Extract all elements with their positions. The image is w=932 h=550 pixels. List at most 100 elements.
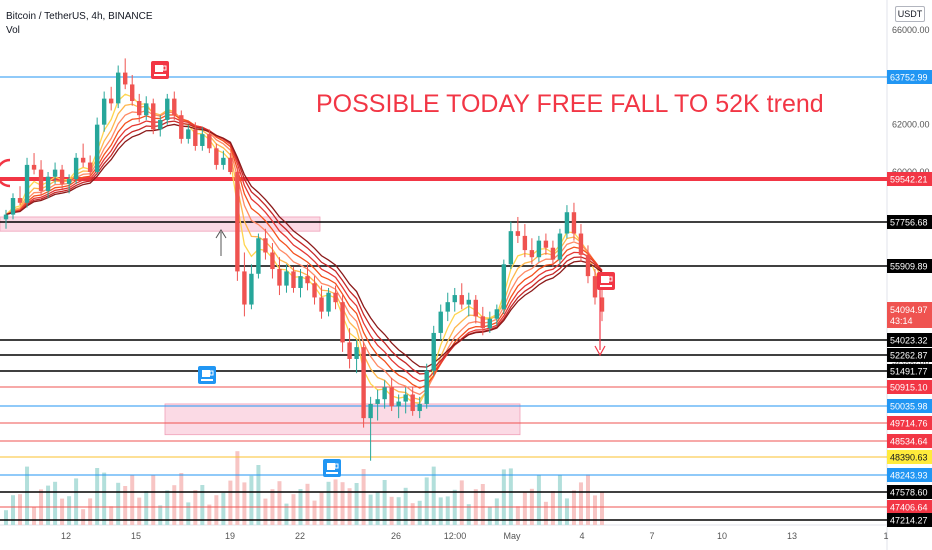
candle-body[interactable] <box>73 157 79 180</box>
candle-body[interactable] <box>592 276 598 298</box>
candle-body[interactable] <box>459 295 464 305</box>
candle-body[interactable] <box>66 179 72 184</box>
level-price-tag <box>887 348 932 362</box>
candle-body[interactable] <box>115 72 121 104</box>
candle-body[interactable] <box>585 254 591 277</box>
candle-body[interactable] <box>263 238 268 253</box>
candle-body[interactable] <box>249 273 254 305</box>
candle-body[interactable] <box>326 292 331 312</box>
candle-body[interactable] <box>522 235 528 251</box>
candle-body[interactable] <box>473 299 478 317</box>
candle-body[interactable] <box>108 98 114 104</box>
level-price-label: 47578.60 <box>890 488 928 498</box>
candle-body[interactable] <box>165 98 170 120</box>
candle-body[interactable] <box>221 157 226 165</box>
candle-body[interactable] <box>536 240 542 258</box>
level-price-tag <box>887 450 932 464</box>
candle-body[interactable] <box>101 98 107 125</box>
volume-bar <box>487 506 492 525</box>
candle-body[interactable] <box>438 311 443 333</box>
currency-badge[interactable]: USDT <box>895 6 925 22</box>
candle-body[interactable] <box>529 250 535 258</box>
level-price-label: 59542.21 <box>890 175 928 185</box>
candle-body[interactable] <box>312 283 317 298</box>
candle-body[interactable] <box>52 169 58 177</box>
candle-body[interactable] <box>291 271 296 288</box>
candle-body[interactable] <box>31 164 37 170</box>
candle-body[interactable] <box>284 271 289 286</box>
candle-body[interactable] <box>466 299 471 305</box>
candle-body[interactable] <box>396 401 401 407</box>
volume-bar <box>284 503 289 525</box>
candle-body[interactable] <box>340 302 345 343</box>
candle-body[interactable] <box>277 269 282 286</box>
candle-body[interactable] <box>179 115 184 139</box>
candle-body[interactable] <box>508 231 514 265</box>
candle-body[interactable] <box>578 233 584 255</box>
level-price-label: 50035.98 <box>890 402 928 412</box>
candle-body[interactable] <box>137 101 142 116</box>
candle-body[interactable] <box>333 292 338 303</box>
candle-body[interactable] <box>354 347 359 359</box>
candle-body[interactable] <box>151 103 156 130</box>
candle-body[interactable] <box>319 297 324 312</box>
candle-body[interactable] <box>193 129 198 146</box>
plot-area[interactable] <box>0 0 887 525</box>
candle-body[interactable] <box>487 318 493 329</box>
candle-body[interactable] <box>17 198 23 203</box>
candle-body[interactable] <box>45 176 51 191</box>
candle-body[interactable] <box>452 295 457 303</box>
candle-body[interactable] <box>207 134 212 149</box>
candle-body[interactable] <box>494 309 500 319</box>
candle-body[interactable] <box>3 214 9 220</box>
candle-body[interactable] <box>417 403 422 412</box>
candle-body[interactable] <box>410 394 415 412</box>
candle-body[interactable] <box>382 387 387 400</box>
candle-body[interactable] <box>599 297 605 312</box>
candle-body[interactable] <box>256 238 261 274</box>
candle-body[interactable] <box>480 316 485 329</box>
level-price-label: 52262.87 <box>890 351 928 361</box>
candle-body[interactable] <box>550 247 556 260</box>
candle-body[interactable] <box>235 172 240 272</box>
candle-body[interactable] <box>347 342 352 359</box>
candle-body[interactable] <box>305 276 310 284</box>
candle-body[interactable] <box>186 129 191 139</box>
candle-body[interactable] <box>130 84 135 101</box>
candle-body[interactable] <box>144 103 149 116</box>
candle-body[interactable] <box>200 134 205 146</box>
level-price-label: 57756.68 <box>890 218 928 228</box>
candle-body[interactable] <box>389 387 394 407</box>
candle-body[interactable] <box>59 169 65 184</box>
candle-body[interactable] <box>24 164 30 203</box>
candle-body[interactable] <box>172 98 177 116</box>
candle-body[interactable] <box>403 394 408 402</box>
candle-body[interactable] <box>564 212 570 234</box>
candle-body[interactable] <box>543 240 549 248</box>
candle-body[interactable] <box>123 72 128 85</box>
candle-body[interactable] <box>501 264 507 310</box>
candle-body[interactable] <box>557 233 563 260</box>
candle-body[interactable] <box>368 403 373 419</box>
candle-body[interactable] <box>361 347 366 419</box>
candle-body[interactable] <box>94 124 100 172</box>
candle-body[interactable] <box>214 148 219 165</box>
candle-body[interactable] <box>571 212 577 234</box>
candle-body[interactable] <box>270 252 275 270</box>
candle-body[interactable] <box>10 198 16 215</box>
candle-body[interactable] <box>375 399 380 404</box>
time-axis-label: 12:00 <box>444 531 467 541</box>
candle-body[interactable] <box>38 169 44 191</box>
volume-bar <box>333 479 338 525</box>
candle-body[interactable] <box>80 157 86 163</box>
candle-body[interactable] <box>228 157 233 172</box>
candle-body[interactable] <box>515 231 521 236</box>
candle-body[interactable] <box>445 302 450 312</box>
candle-body[interactable] <box>158 119 163 130</box>
candle-body[interactable] <box>424 370 429 404</box>
candle-body[interactable] <box>431 332 436 371</box>
candle-body[interactable] <box>242 271 247 305</box>
candle-body[interactable] <box>298 276 303 288</box>
candle-body[interactable] <box>87 162 93 172</box>
